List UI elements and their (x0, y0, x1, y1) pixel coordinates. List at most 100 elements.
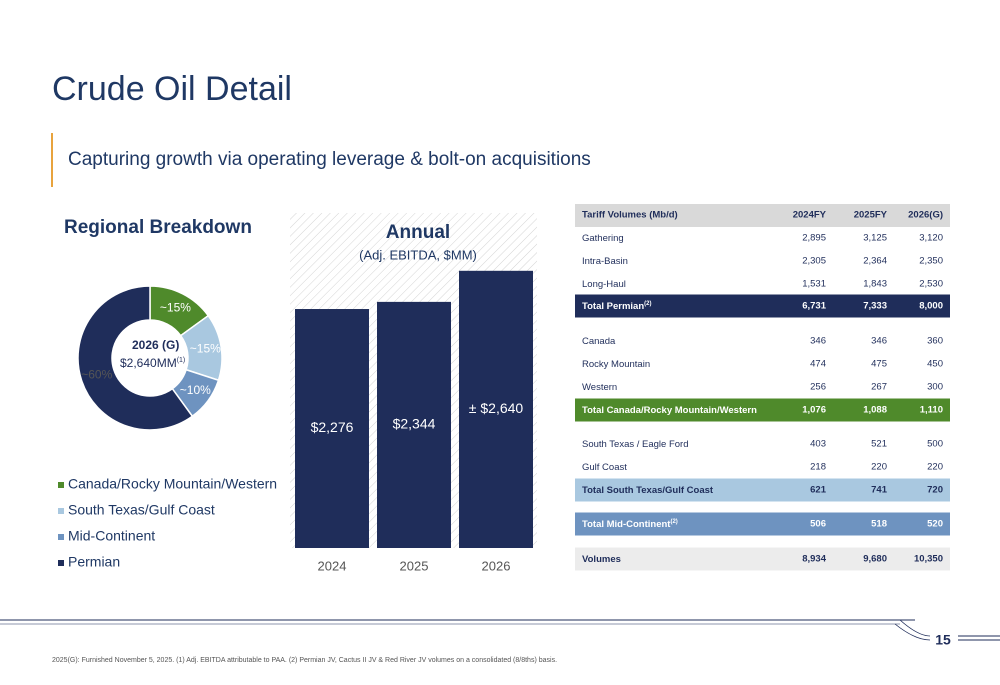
donut-title: Regional Breakdown (64, 217, 252, 238)
table-row-label: Total South Texas/Gulf Coast (582, 485, 714, 496)
legend-label: Permian (68, 554, 120, 570)
table-cell: 256 (810, 382, 826, 393)
footnote: 2025(G): Furnished November 5, 2025. (1)… (52, 657, 557, 664)
row-label-note: (2) (644, 301, 651, 307)
legend-marker (58, 508, 64, 514)
table-cell: 520 (927, 519, 943, 530)
table-row-bg (575, 398, 950, 422)
row-label: Intra-Basin (582, 256, 628, 267)
table-cell: 2,350 (919, 256, 943, 267)
legend-marker (58, 482, 64, 488)
bar-subtitle: (Adj. EBITDA, $MM) (359, 247, 477, 262)
table-cell: 220 (927, 462, 943, 473)
table-row-label: Volumes (582, 554, 621, 565)
table-cell: 8,000 (919, 301, 943, 312)
donut-segment (77, 285, 194, 431)
table-cell: 10,350 (914, 554, 943, 565)
bar-value-label: $2,276 (311, 419, 354, 435)
slide-title: Crude Oil Detail (52, 70, 292, 108)
table-cell: 3,125 (863, 233, 887, 244)
table-cell: 220 (871, 462, 887, 473)
table-cell: 506 (810, 519, 826, 530)
bar-value-label: ± $2,640 (469, 400, 524, 416)
row-label: Gathering (582, 233, 624, 244)
table-cell: 2,305 (802, 256, 826, 267)
table-cell: 218 (810, 462, 826, 473)
table-row-bg (575, 478, 950, 502)
table-cell: 1,110 (920, 405, 943, 416)
table-cell: 267 (871, 382, 887, 393)
donut-label: ~15% (190, 341, 221, 355)
row-label: Total Mid-Continent (582, 519, 671, 530)
table-cell: 360 (927, 336, 943, 347)
table-cell: 346 (871, 336, 887, 347)
donut-center-title: 2026 (G) (132, 338, 179, 352)
donut-label: ~10% (180, 383, 211, 397)
row-label: South Texas / Eagle Ford (582, 439, 689, 450)
table-cell: 3,120 (919, 233, 943, 244)
bar-value-label: $2,344 (393, 416, 436, 432)
table-cell: 474 (810, 359, 826, 370)
table-row-bg (575, 294, 950, 318)
table-cell: 300 (927, 382, 943, 393)
table-header: 2025FY (854, 210, 888, 221)
row-label: Long-Haul (582, 279, 626, 290)
table-cell: 6,731 (802, 301, 826, 312)
slide-subtitle: Capturing growth via operating leverage … (68, 149, 591, 170)
table-row-label: Gathering (582, 233, 624, 244)
legend-marker (58, 560, 64, 566)
table-row-label: Gulf Coast (582, 462, 627, 473)
table-cell: 7,333 (863, 301, 887, 312)
footer-curve (894, 619, 931, 641)
table-cell: 9,680 (863, 554, 887, 565)
table-cell: 475 (871, 359, 887, 370)
table-row-label: Western (582, 382, 617, 393)
table-row-label: Intra-Basin (582, 256, 628, 267)
row-label: Canada (582, 336, 616, 347)
table-row-bg (575, 512, 950, 536)
table-header: 2024FY (793, 210, 827, 221)
row-label: Total Canada/Rocky Mountain/Western (582, 405, 757, 416)
legend-label: Canada/Rocky Mountain/Western (68, 476, 277, 492)
table-row-label: Total Permian(2) (582, 301, 651, 312)
row-label: Total South Texas/Gulf Coast (582, 485, 714, 496)
bar-title: Annual (386, 222, 450, 243)
bar (377, 301, 451, 548)
x-tick-label: 2025 (400, 558, 429, 573)
table-cell: 8,934 (802, 554, 826, 565)
x-tick-label: 2024 (318, 558, 347, 573)
table-cell: 403 (810, 439, 826, 450)
donut-label: ~60% (81, 367, 112, 381)
table-row-label: South Texas / Eagle Ford (582, 439, 689, 450)
table-cell: 500 (927, 439, 943, 450)
table-header: Tariff Volumes (Mb/d) (582, 210, 678, 221)
table-cell: 2,530 (919, 279, 943, 290)
table-cell: 1,843 (863, 279, 887, 290)
x-tick-label: 2026 (482, 558, 511, 573)
bar (459, 270, 533, 548)
row-label: Gulf Coast (582, 462, 627, 473)
table-cell: 720 (927, 485, 943, 496)
center-value: $2,640MM (120, 356, 177, 370)
row-label: Western (582, 382, 617, 393)
legend-label: South Texas/Gulf Coast (68, 502, 215, 518)
table-cell: 518 (871, 519, 887, 530)
donut-label: ~15% (160, 300, 191, 314)
table-cell: 1,088 (863, 405, 887, 416)
table-cell: 521 (871, 439, 887, 450)
table-cell: 2,895 (802, 233, 826, 244)
table-header: 2026(G) (908, 210, 943, 221)
row-label-note: (2) (670, 519, 677, 525)
legend-label: Mid-Continent (68, 528, 155, 544)
table-row-label: Canada (582, 336, 616, 347)
table-row-label: Total Mid-Continent(2) (582, 519, 678, 530)
row-label: Total Permian (582, 301, 644, 312)
table-cell: 2,364 (863, 256, 887, 267)
table-row-label: Long-Haul (582, 279, 626, 290)
table-cell: 621 (810, 485, 827, 496)
row-label: Rocky Mountain (582, 359, 650, 370)
donut-center-value: $2,640MM(1) (120, 356, 185, 370)
page-number: 15 (935, 632, 951, 648)
table-row-label: Total Canada/Rocky Mountain/Western (582, 405, 757, 416)
